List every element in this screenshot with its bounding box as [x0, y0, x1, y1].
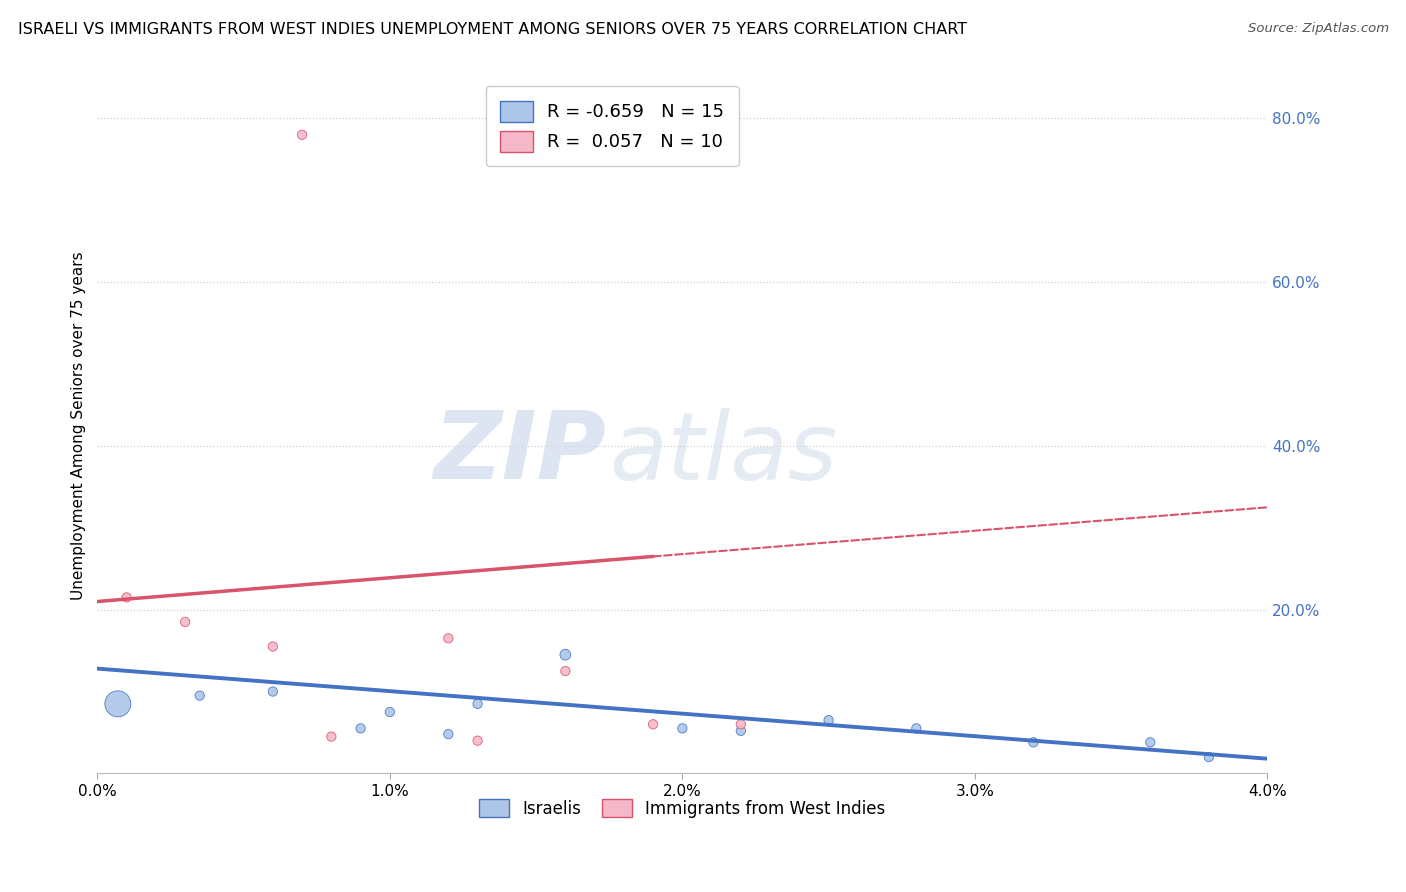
Point: [115, 591, 138, 605]
Legend: Israelis, Immigrants from West Indies: Israelis, Immigrants from West Indies: [472, 792, 891, 824]
Text: Source: ZipAtlas.com: Source: ZipAtlas.com: [1249, 22, 1389, 36]
Point: [1022, 735, 1045, 749]
Point: [1198, 750, 1220, 764]
Text: atlas: atlas: [609, 408, 837, 499]
Point: [1139, 735, 1161, 749]
Point: [321, 730, 343, 744]
Point: [730, 723, 752, 738]
Point: [467, 697, 489, 711]
Point: [817, 713, 839, 727]
Point: [107, 697, 129, 711]
Point: [349, 722, 371, 736]
Text: ZIP: ZIP: [433, 408, 606, 500]
Point: [262, 684, 284, 698]
Y-axis label: Unemployment Among Seniors over 75 years: Unemployment Among Seniors over 75 years: [72, 252, 86, 599]
Point: [437, 632, 460, 646]
Point: [671, 722, 693, 736]
Point: [905, 722, 928, 736]
Point: [554, 648, 576, 662]
Point: [437, 727, 460, 741]
Point: [188, 689, 211, 703]
Point: [554, 664, 576, 678]
Point: [643, 717, 665, 731]
Point: [467, 733, 489, 747]
Point: [174, 615, 197, 629]
Point: [730, 717, 752, 731]
Text: ISRAELI VS IMMIGRANTS FROM WEST INDIES UNEMPLOYMENT AMONG SENIORS OVER 75 YEARS : ISRAELI VS IMMIGRANTS FROM WEST INDIES U…: [18, 22, 967, 37]
Point: [262, 640, 284, 654]
Point: [378, 705, 401, 719]
Point: [291, 128, 314, 142]
